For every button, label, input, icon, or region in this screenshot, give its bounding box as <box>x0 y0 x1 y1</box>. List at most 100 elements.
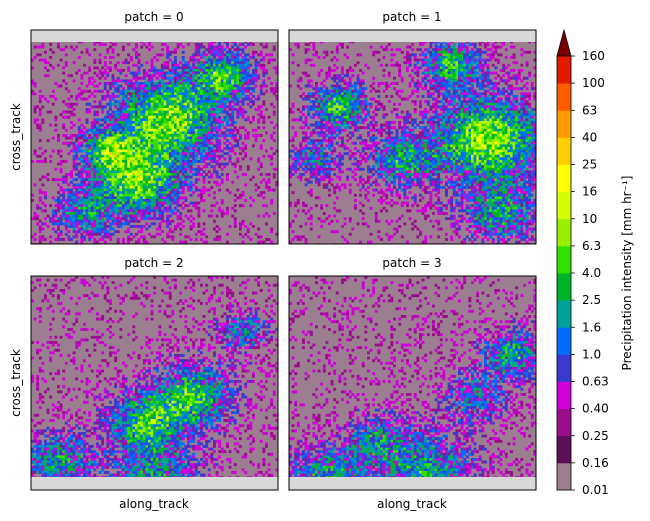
heatmap-cell <box>127 186 131 189</box>
heatmap-cell <box>137 191 141 195</box>
heatmap-cell <box>408 45 412 49</box>
heatmap-cell <box>135 165 138 169</box>
heatmap-cell <box>155 165 159 169</box>
heatmap-cell <box>174 193 177 197</box>
heatmap-cell <box>145 193 149 197</box>
heatmap-cell <box>101 139 105 143</box>
heatmap-cell <box>184 183 188 187</box>
heatmap-cell <box>213 204 216 208</box>
heatmap-cell <box>262 196 266 200</box>
heatmap-cell <box>137 178 141 182</box>
heatmap-cell <box>356 74 360 78</box>
heatmap-cell <box>38 126 42 130</box>
heatmap-cell <box>54 199 58 202</box>
heatmap-cell <box>148 214 151 218</box>
heatmap-cell <box>127 204 131 208</box>
heatmap-cell <box>471 76 474 80</box>
heatmap-cell <box>176 141 180 145</box>
heatmap-cell <box>93 222 97 226</box>
heatmap-cell <box>122 212 125 215</box>
heatmap-cell <box>142 147 146 150</box>
heatmap-cell <box>122 178 125 182</box>
heatmap-cell <box>220 66 224 70</box>
heatmap-cell <box>158 115 162 119</box>
heatmap-cell <box>122 141 125 145</box>
heatmap-cell <box>249 196 253 200</box>
heatmap-cell <box>166 105 170 109</box>
heatmap-cell <box>484 63 487 67</box>
heatmap-cell <box>137 149 141 153</box>
heatmap-cell <box>127 214 131 218</box>
heatmap-cell <box>158 147 162 150</box>
heatmap-cell <box>168 219 172 223</box>
heatmap-cell <box>228 63 232 67</box>
heatmap-cell <box>252 100 255 104</box>
heatmap-cell <box>101 118 105 122</box>
heatmap-cell <box>512 69 516 72</box>
heatmap-cell <box>205 115 209 119</box>
heatmap-cell <box>382 74 386 78</box>
heatmap-cell <box>158 141 162 145</box>
heatmap-cell <box>215 225 219 228</box>
heatmap-cell <box>142 193 146 197</box>
heatmap-cell <box>98 105 102 109</box>
heatmap-cell <box>64 173 68 176</box>
heatmap-cell <box>486 69 490 72</box>
heatmap-cell <box>304 74 308 78</box>
heatmap-cell <box>109 201 112 205</box>
heatmap-cell <box>171 121 175 124</box>
heatmap-cell <box>135 89 138 93</box>
heatmap-cell <box>341 45 344 49</box>
heatmap-cell <box>88 180 92 184</box>
heatmap-cell <box>145 180 149 184</box>
heatmap-cell <box>189 100 193 104</box>
heatmap-cell <box>142 212 146 215</box>
heatmap-cell <box>179 84 183 88</box>
heatmap-cell <box>528 74 532 78</box>
heatmap-cell <box>223 212 227 215</box>
heatmap-cell <box>226 66 229 70</box>
heatmap-cell <box>194 87 198 91</box>
heatmap-cell <box>254 66 258 70</box>
heatmap-cell <box>163 126 167 130</box>
heatmap-cell <box>98 238 102 241</box>
heatmap-cell <box>132 48 136 52</box>
heatmap-cell <box>106 193 110 197</box>
heatmap-cell <box>98 230 102 234</box>
heatmap-cell <box>103 61 107 65</box>
heatmap-cell <box>77 141 81 145</box>
heatmap-cell <box>424 48 428 52</box>
heatmap-cell <box>77 175 81 179</box>
heatmap-cell <box>296 79 300 83</box>
heatmap-cell <box>83 204 86 208</box>
heatmap-cell <box>111 48 115 52</box>
heatmap-cell <box>249 97 253 101</box>
heatmap-cell <box>153 212 157 215</box>
heatmap-cell <box>88 214 92 218</box>
heatmap-cell <box>236 74 240 78</box>
heatmap-cell <box>223 87 227 91</box>
heatmap-cell <box>155 209 159 213</box>
heatmap-cell <box>228 154 232 158</box>
heatmap-cell <box>241 173 245 176</box>
heatmap-cell <box>88 191 92 195</box>
heatmap-cell <box>445 69 448 72</box>
heatmap-cell <box>111 209 115 213</box>
heatmap-cell <box>218 74 222 78</box>
heatmap-cell <box>145 196 149 200</box>
heatmap-cell <box>122 134 125 137</box>
heatmap-cell <box>150 58 154 62</box>
heatmap-cell <box>259 43 263 46</box>
heatmap-cell <box>153 131 157 135</box>
heatmap-cell <box>491 71 495 75</box>
heatmap-cell <box>44 209 47 213</box>
heatmap-cell <box>450 66 454 70</box>
heatmap-cell <box>132 102 136 106</box>
heatmap-cell <box>228 105 232 109</box>
heatmap-cell <box>184 69 188 72</box>
heatmap-cell <box>142 123 146 127</box>
heatmap-cell <box>153 222 157 226</box>
heatmap-cell <box>338 79 342 83</box>
heatmap-cell <box>421 43 425 46</box>
heatmap-cell <box>150 79 154 83</box>
